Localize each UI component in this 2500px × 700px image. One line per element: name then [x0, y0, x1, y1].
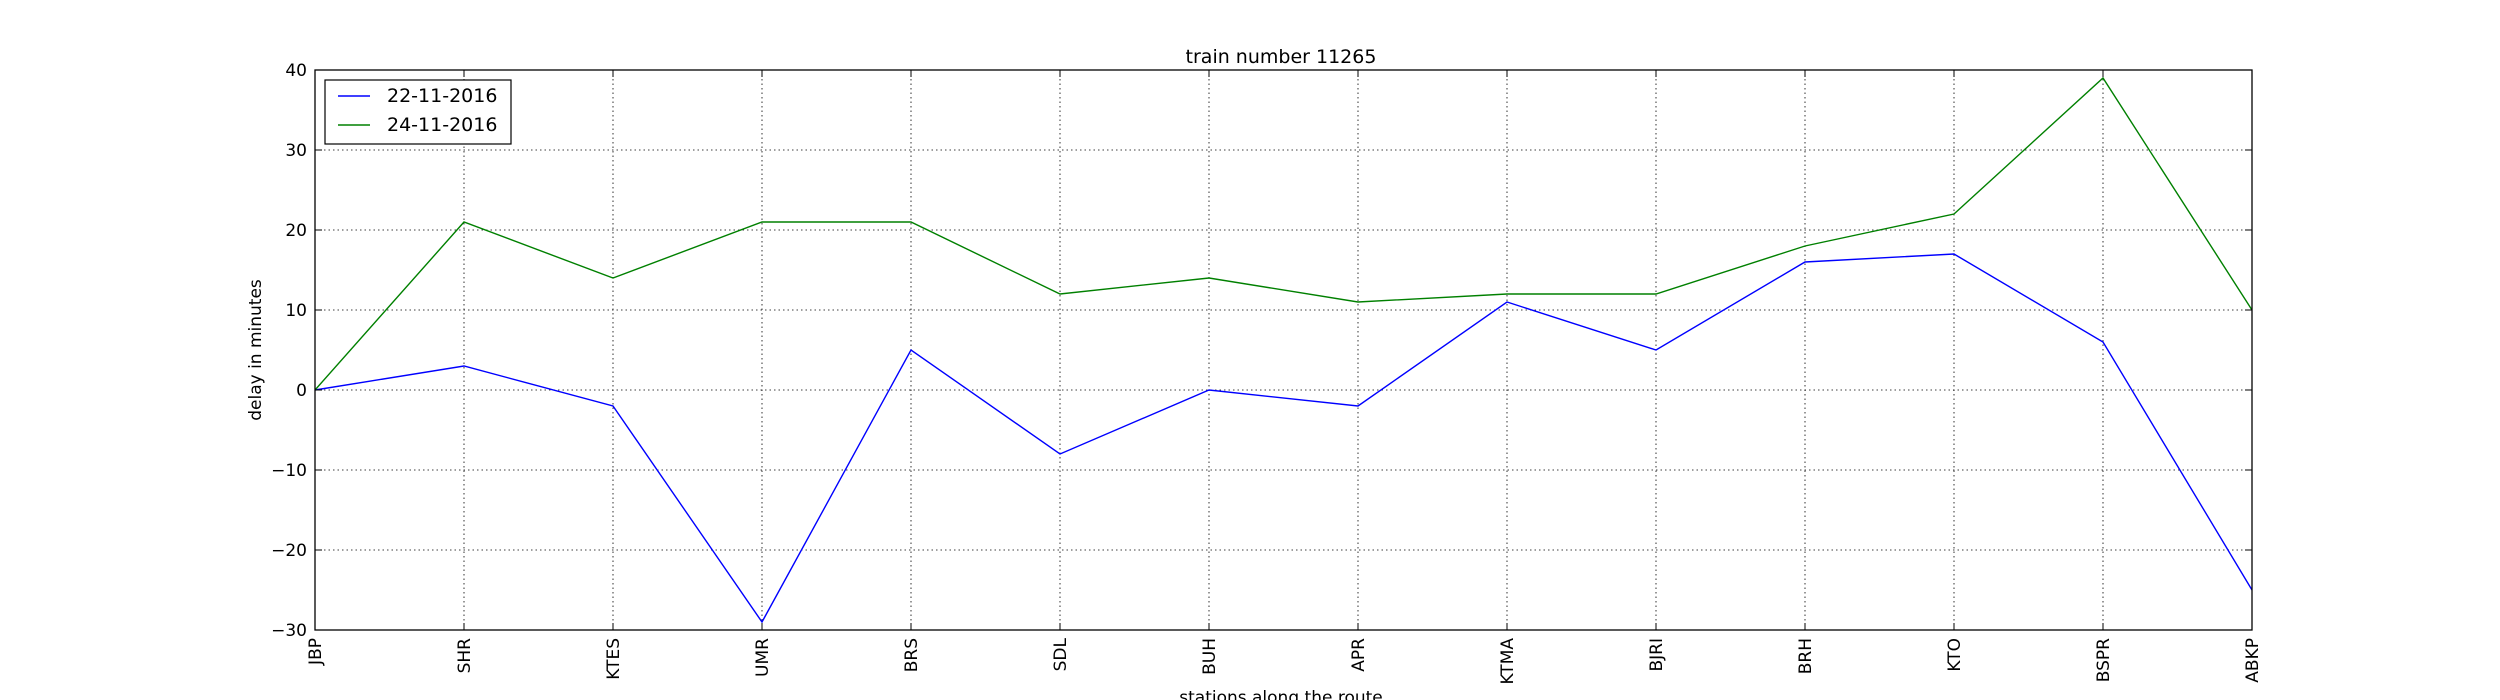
legend-box: [324, 79, 512, 145]
x-tick-label: SHR: [455, 638, 475, 674]
x-tick-label: BUH: [1200, 638, 1220, 675]
x-tick-label: KTMA: [1498, 638, 1518, 685]
chart-title: train number 11265: [1186, 46, 1377, 68]
y-tick-label: 0: [296, 381, 307, 401]
y-tick-label: 30: [285, 141, 307, 161]
x-tick-label: BRS: [902, 638, 922, 672]
x-tick-label: UMR: [753, 638, 773, 677]
y-tick-label: −10: [271, 461, 307, 481]
x-tick-label: SDL: [1051, 637, 1071, 671]
y-tick-label: −20: [271, 541, 307, 561]
grid-lines: [315, 70, 2252, 630]
x-tick-label: APR: [1349, 638, 1369, 672]
y-tick-label: 40: [285, 61, 307, 81]
x-tick-label: BRH: [1796, 638, 1816, 674]
axis-ticks: −30 −20 −10 0 10 20 30 40 JBP SHR KTES UMR BRS SDL BUH…: [271, 61, 2263, 685]
series-line-22-11-2016: [314, 253, 2253, 624]
plot-frame: [314, 69, 2253, 631]
x-tick-label: KTES: [604, 638, 624, 680]
x-tick-label: BSPR: [2094, 638, 2114, 682]
series-line-24-11-2016: [314, 76, 2253, 391]
series-lines: [314, 76, 2253, 624]
x-tick-label: KTO: [1945, 638, 1965, 672]
x-axis-label: stations along the route: [1179, 688, 1383, 700]
y-tick-label: −30: [271, 621, 307, 641]
x-tick-label: ABKP: [2243, 638, 2263, 683]
y-tick-label: 10: [285, 301, 307, 321]
legend-label-22-11-2016: 22-11-2016: [387, 85, 497, 107]
y-axis-label: delay in minutes: [246, 279, 266, 421]
x-tick-label: JBP: [306, 638, 326, 666]
x-tick-label: BJRI: [1647, 638, 1667, 672]
legend: 22-11-2016 24-11-2016: [324, 79, 512, 145]
y-tick-label: 20: [285, 221, 307, 241]
legend-label-24-11-2016: 24-11-2016: [387, 114, 497, 136]
